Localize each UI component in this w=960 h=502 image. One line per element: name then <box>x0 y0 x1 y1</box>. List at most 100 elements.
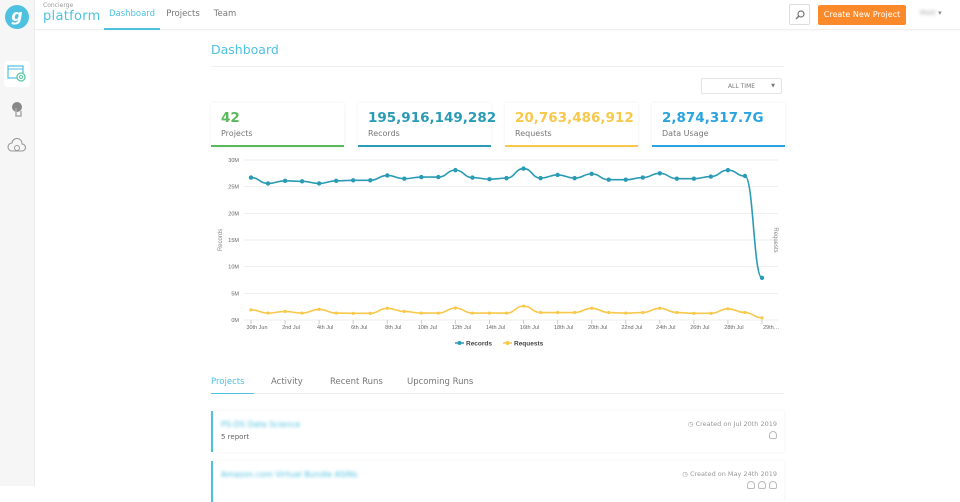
y2-axis-label: Requests <box>772 227 778 252</box>
data-point-requests[interactable] <box>266 311 270 315</box>
tab-recent-runs[interactable]: Recent Runs <box>330 377 383 387</box>
data-point-records[interactable] <box>316 181 322 186</box>
logo[interactable]: g <box>5 5 29 29</box>
avatar[interactable] <box>769 481 777 489</box>
legend-marker <box>457 341 462 345</box>
search-button[interactable] <box>789 4 810 25</box>
data-point-requests[interactable] <box>300 311 304 315</box>
project-name[interactable]: PS-DS Data Science <box>221 420 301 429</box>
data-point-requests[interactable] <box>743 310 747 315</box>
data-point-records[interactable] <box>623 177 628 182</box>
tab-upcoming-runs[interactable]: Upcoming Runs <box>407 377 474 387</box>
data-point-records[interactable] <box>402 176 407 181</box>
data-point-requests[interactable] <box>368 311 372 315</box>
nav-projects[interactable]: Projects <box>166 9 200 19</box>
data-point-records[interactable] <box>521 166 526 171</box>
legend-label[interactable]: Records <box>466 341 492 348</box>
data-point-requests[interactable] <box>641 310 645 315</box>
data-point-requests[interactable] <box>504 311 509 315</box>
data-point-records[interactable] <box>419 174 424 180</box>
data-point-records[interactable] <box>674 176 680 181</box>
y-tick-label: 5M <box>231 291 239 297</box>
stat-label: Data Usage <box>662 129 709 138</box>
data-point-requests[interactable] <box>675 310 679 315</box>
data-point-requests[interactable] <box>573 310 577 315</box>
data-point-requests[interactable] <box>538 310 543 315</box>
project-card[interactable]: PS-DS Data Science 5 report ◷ Created on… <box>211 411 784 452</box>
avatar[interactable] <box>747 481 755 489</box>
create-new-project-button[interactable]: Create New Project <box>818 5 906 25</box>
series-line-records <box>250 167 763 279</box>
data-point-records[interactable] <box>265 181 271 186</box>
data-point-requests[interactable] <box>402 309 406 314</box>
x-tick-label: 2nd Jul <box>282 325 300 331</box>
cloud-icon[interactable] <box>4 133 30 159</box>
project-name[interactable]: Amazon.com Virtual Bundle ASINs <box>221 470 358 479</box>
data-point-requests[interactable] <box>590 306 594 310</box>
brand-name[interactable]: platform <box>43 9 101 24</box>
time-range-select[interactable]: ALL TIME ▼ <box>701 78 782 94</box>
data-point-records[interactable] <box>725 167 731 173</box>
data-point-requests[interactable] <box>692 311 696 315</box>
project-report-count: 5 report <box>221 433 250 441</box>
tab-projects[interactable]: Projects <box>211 370 254 394</box>
data-point-requests[interactable] <box>624 311 628 315</box>
data-point-records[interactable] <box>657 171 662 176</box>
project-card[interactable]: Amazon.com Virtual Bundle ASINs ◷ Create… <box>211 461 784 502</box>
data-point-records[interactable] <box>742 173 748 179</box>
project-created: ◷ Created on May 24th 2019 <box>682 470 777 478</box>
data-point-requests[interactable] <box>470 311 475 315</box>
data-point-requests[interactable] <box>726 307 730 311</box>
data-point-records[interactable] <box>640 175 645 180</box>
data-point-requests[interactable] <box>487 311 492 315</box>
avatar[interactable] <box>758 481 766 489</box>
data-point-records[interactable] <box>589 171 594 177</box>
nav-team[interactable]: Team <box>213 9 237 19</box>
nav-dashboard[interactable]: Dashboard <box>104 0 160 30</box>
top-nav: Concierge platform <box>35 0 960 30</box>
data-point-records[interactable] <box>555 172 560 178</box>
data-point-requests[interactable] <box>436 311 440 315</box>
data-point-records[interactable] <box>248 175 254 180</box>
data-point-records[interactable] <box>436 174 441 180</box>
y-tick-label: 10M <box>228 265 239 271</box>
data-point-records[interactable] <box>708 174 714 179</box>
data-point-records[interactable] <box>759 275 765 281</box>
data-point-records[interactable] <box>691 176 697 181</box>
data-point-records[interactable] <box>470 175 475 180</box>
data-point-requests[interactable] <box>556 310 560 315</box>
touch-icon[interactable] <box>4 97 30 123</box>
tab-activity[interactable]: Activity <box>271 377 303 387</box>
data-point-requests[interactable] <box>351 311 355 315</box>
data-point-records[interactable] <box>385 173 390 178</box>
data-point-records[interactable] <box>487 177 492 182</box>
data-point-requests[interactable] <box>709 311 713 315</box>
legend-label[interactable]: Requests <box>514 341 544 348</box>
data-point-requests[interactable] <box>607 310 611 315</box>
data-point-requests[interactable] <box>317 307 321 311</box>
data-point-requests[interactable] <box>521 304 526 308</box>
data-point-records[interactable] <box>333 178 339 183</box>
data-point-requests[interactable] <box>658 306 662 310</box>
data-point-requests[interactable] <box>249 308 253 312</box>
data-point-requests[interactable] <box>283 309 287 314</box>
data-point-requests[interactable] <box>334 311 338 315</box>
data-point-records[interactable] <box>504 175 509 181</box>
user-menu[interactable]: Matt ▾ <box>920 9 942 17</box>
data-point-records[interactable] <box>299 179 305 184</box>
chevron-down-icon: ▾ <box>938 9 942 17</box>
data-point-records[interactable] <box>453 167 458 173</box>
data-point-records[interactable] <box>368 178 373 183</box>
data-point-records[interactable] <box>282 178 288 183</box>
data-point-records[interactable] <box>572 175 577 181</box>
data-point-records[interactable] <box>351 178 356 183</box>
data-point-requests[interactable] <box>760 316 764 320</box>
data-point-records[interactable] <box>538 175 543 181</box>
data-point-requests[interactable] <box>453 306 457 310</box>
data-point-requests[interactable] <box>385 306 389 310</box>
dashboard-settings-icon[interactable] <box>4 61 30 87</box>
data-point-requests[interactable] <box>419 311 423 315</box>
data-point-records[interactable] <box>606 177 611 182</box>
avatar[interactable] <box>769 431 777 439</box>
stat-card-requests: 20,763,486,912 Requests <box>505 103 638 147</box>
